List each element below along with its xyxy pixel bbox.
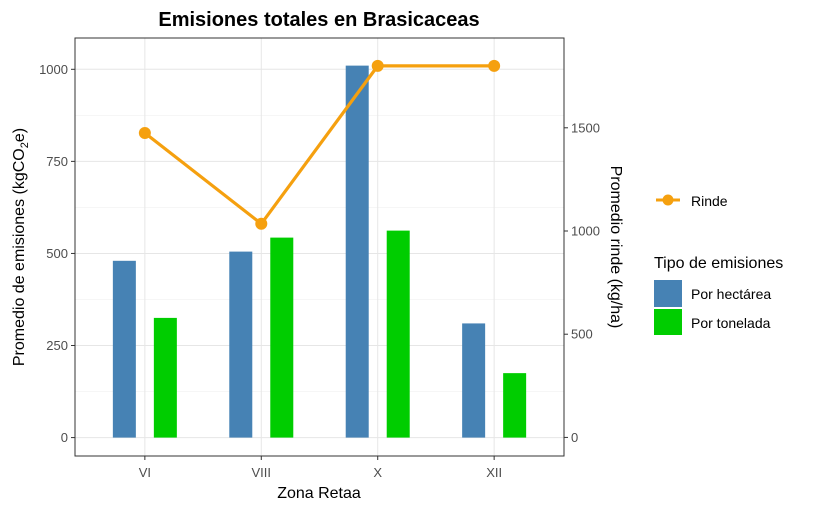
right-tick-label: 500	[571, 327, 593, 342]
y-axis-title-end: e)	[11, 128, 28, 142]
bar-por-hectarea-xii	[462, 323, 486, 438]
legend-swatch-por-hectarea	[654, 280, 682, 307]
bar-por-tonelada-xii	[503, 373, 527, 438]
right-tick-label: 1500	[571, 120, 600, 135]
y-axis-title-main: Promedio de emisiones (kgCO	[11, 148, 28, 366]
legend-rinde-marker	[662, 194, 674, 206]
legend-swatch-por-tonelada	[654, 309, 682, 335]
chart-title: Emisiones totales en Brasicaceas	[158, 9, 479, 31]
plot-border	[74, 37, 565, 457]
right-tick-label: 0	[571, 430, 578, 445]
right-tick-label: 1000	[571, 224, 600, 239]
rinde-line-layer	[138, 59, 501, 230]
rinde-point-x	[371, 59, 384, 72]
bars	[112, 65, 527, 438]
left-tick-label: 1000	[39, 62, 68, 77]
y2-axis-title: Promedio rinde (kg/ha)	[607, 166, 624, 329]
legend-title: Tipo de emisiones	[654, 255, 783, 272]
left-tick-label: 750	[46, 154, 68, 169]
legend: Rinde Tipo de emisiones Por hectárea Por…	[654, 193, 783, 335]
rinde-line	[143, 64, 495, 226]
left-tick-label: 250	[46, 338, 68, 353]
left-tick-label: 500	[46, 246, 68, 261]
bar-por-hectarea-viii	[229, 251, 253, 438]
rinde-point-xii	[488, 59, 501, 72]
x-tick-label-x: X	[373, 465, 382, 480]
bar-por-tonelada-vi	[153, 317, 177, 438]
x-tick-label-xii: XII	[486, 465, 502, 480]
right-axis: 0 500 1000 1500	[564, 120, 600, 445]
y-axis-title: Promedio de emisiones (kgCO2e)	[11, 128, 31, 366]
left-axis: 0 250 500 750 1000	[39, 62, 75, 445]
legend-label-por-hectarea: Por hectárea	[691, 286, 771, 302]
rinde-point-viii	[255, 217, 268, 230]
y-axis-title-subscript: 2	[19, 142, 31, 148]
x-tick-label-viii: VIII	[252, 465, 272, 480]
bar-por-hectarea-vi	[112, 260, 136, 438]
left-tick-label: 0	[61, 430, 68, 445]
bar-por-hectarea-x	[345, 65, 369, 438]
bar-por-tonelada-viii	[270, 237, 294, 438]
legend-label-por-tonelada: Por tonelada	[691, 315, 771, 331]
bar-por-tonelada-x	[386, 230, 410, 438]
x-tick-label-vi: VI	[139, 465, 151, 480]
legend-rinde-label: Rinde	[691, 193, 728, 209]
rinde-point-vi	[138, 126, 151, 139]
grid	[75, 38, 564, 456]
x-axis-title: Zona Retaa	[277, 485, 361, 502]
x-axis: VI VIII X XII	[139, 456, 502, 480]
